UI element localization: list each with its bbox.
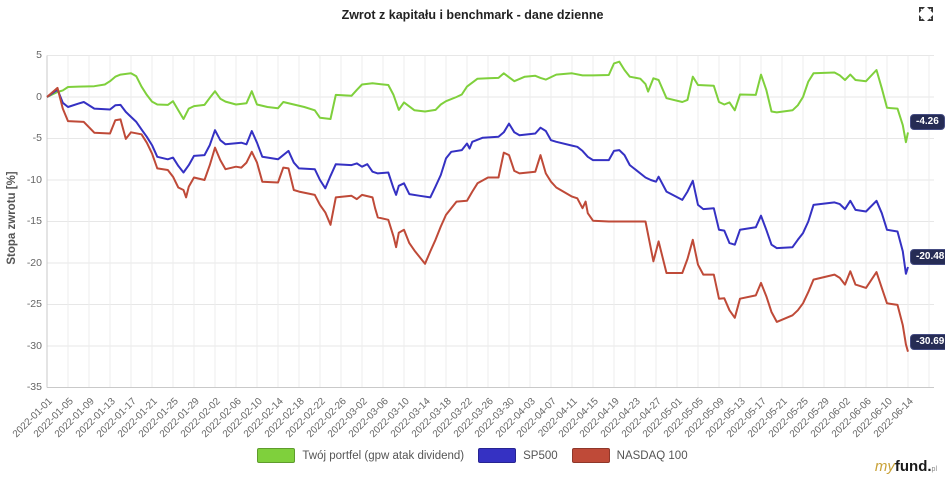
y-tick-label: -25 [26,298,42,310]
y-tick-label: 5 [36,49,42,61]
y-tick-label: -20 [26,256,42,269]
expand-arrows-icon [919,7,933,21]
sp500-color-swatch [478,448,517,463]
value-badge-sp500: -20.48 [910,248,945,265]
legend-item-portfolio[interactable]: Twój portfel (gpw atak dividend) [257,448,464,463]
fullscreen-button[interactable] [917,5,935,23]
value-badge-portfolio: -4.26 [910,114,945,131]
portfolio-color-swatch [257,448,296,463]
legend-label-portfolio: Twój portfel (gpw atak dividend) [302,449,465,462]
series-line-0 [46,60,909,144]
legend-item-nasdaq[interactable]: NASDAQ 100 [571,448,688,463]
legend-item-sp500[interactable]: SP500 [478,448,558,463]
legend-label-sp500: SP500 [523,449,558,462]
logo-tld: pl [931,466,937,473]
page-title: Zwrot z kapitału i benchmark - dane dzie… [341,8,604,22]
y-tick-label: -30 [26,339,42,352]
legend-label-nasdaq: NASDAQ 100 [616,449,688,462]
y-tick-label: -35 [26,381,42,393]
chart-legend: Twój portfel (gpw atak dividend) SP500 N… [0,448,945,463]
series-line-1 [46,88,909,275]
nasdaq-color-swatch [571,448,610,463]
value-badge-nasdaq: -30.69 [910,333,945,350]
y-tick-label: 0 [36,90,42,103]
y-tick-label: -15 [26,215,42,227]
logo-my: my [874,458,895,475]
myfund-logo[interactable]: myfund.pl [874,458,937,475]
logo-fund: fund [894,458,928,475]
y-tick-label: -5 [32,132,42,144]
series-line-2 [46,86,909,352]
y-tick-label: -10 [26,173,42,186]
